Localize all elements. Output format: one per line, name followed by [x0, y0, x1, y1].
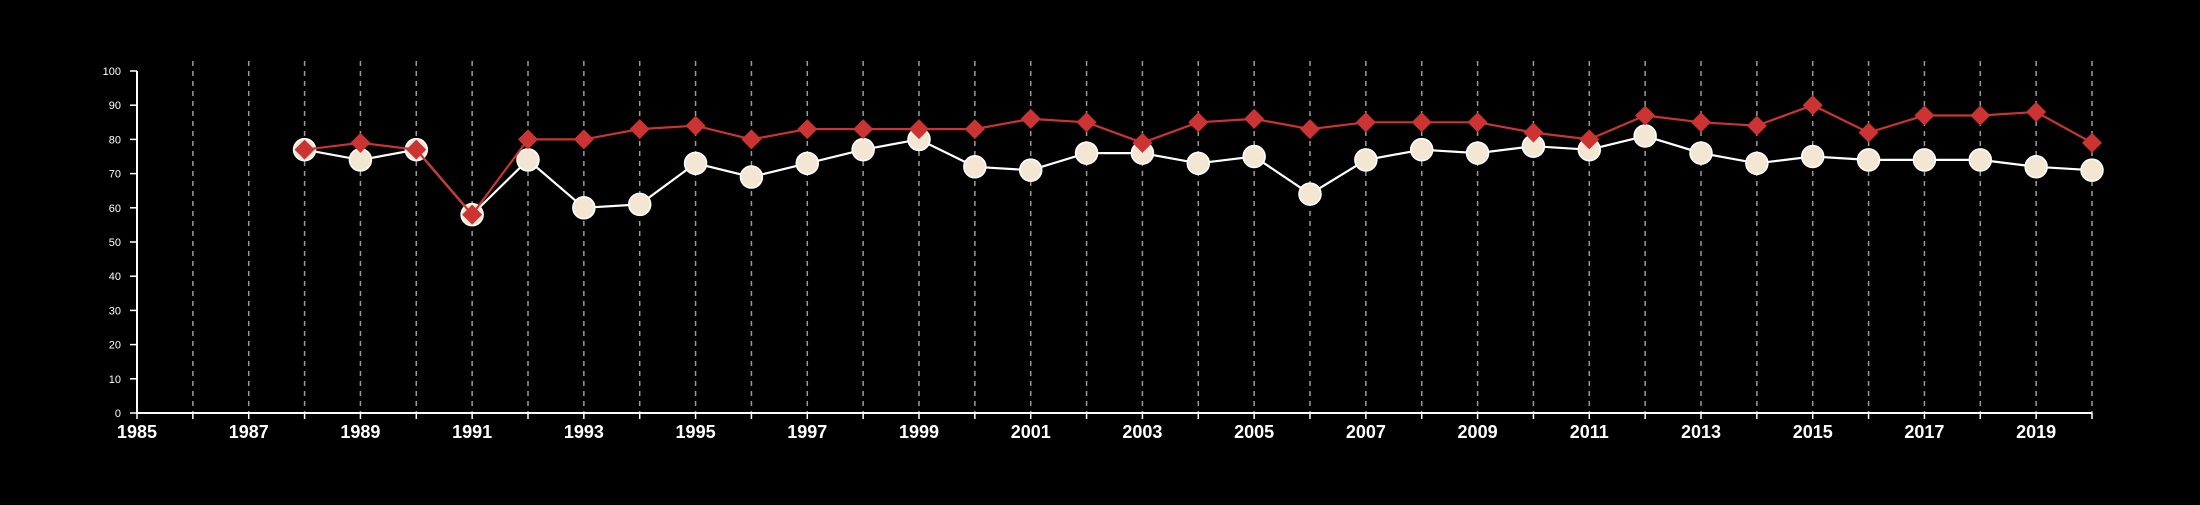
series-1-point-2007 — [1354, 148, 1378, 172]
x-tick-label-2017: 2017 — [1904, 422, 1944, 442]
x-tick-label-1995: 1995 — [676, 422, 716, 442]
series-1-point-2015 — [1800, 144, 1825, 169]
series-1-point-1996 — [739, 165, 764, 189]
series-2-point-2013 — [1691, 112, 1711, 133]
series-1-point-1993 — [572, 196, 596, 220]
x-tick-label-1989: 1989 — [340, 422, 380, 442]
series-2-point-2005 — [1244, 108, 1265, 129]
x-tick-label-1993: 1993 — [564, 422, 604, 442]
y-tick-label-30: 30 — [109, 305, 121, 317]
series-2-point-2000 — [964, 119, 985, 140]
series-2-point-2006 — [1300, 119, 1320, 140]
y-tick-label-90: 90 — [109, 100, 121, 112]
x-tick-label-2011: 2011 — [1570, 422, 1609, 442]
series-1-point-2005 — [1242, 144, 1266, 169]
series-2-point-1988 — [294, 139, 315, 160]
x-tick-label-2019: 2019 — [2016, 422, 2056, 442]
y-tick-label-10: 10 — [109, 374, 121, 386]
series-1-point-1994 — [627, 192, 652, 217]
series-2-point-1995 — [685, 115, 706, 136]
series-2-point-2010 — [1523, 122, 1544, 143]
series-2-point-2017 — [1914, 105, 1935, 126]
series-2-point-2018 — [1970, 105, 1991, 126]
series-1-point-2009 — [1465, 141, 1490, 165]
series-1-point-2002 — [1074, 141, 1099, 165]
x-tick-label-2015: 2015 — [1793, 422, 1833, 442]
series-2-point-2009 — [1467, 112, 1488, 133]
series-1-point-2017 — [1912, 148, 1937, 172]
series-1-point-2016 — [1856, 148, 1881, 172]
y-tick-label-40: 40 — [109, 271, 121, 283]
series-1-point-1998 — [851, 137, 875, 162]
x-tick-label-2013: 2013 — [1681, 422, 1721, 442]
x-tick-label-1991: 1991 — [452, 422, 492, 442]
y-tick-label-80: 80 — [109, 134, 121, 146]
series-1-point-2014 — [1745, 151, 1769, 176]
series-1-point-2004 — [1186, 151, 1211, 176]
series-2-point-2004 — [1188, 112, 1209, 133]
series-2-point-1997 — [797, 119, 818, 140]
x-tick-label-2005: 2005 — [1234, 422, 1274, 442]
series-1-point-2019 — [2024, 155, 2048, 179]
series-2-point-2016 — [1858, 122, 1879, 143]
series-1-point-2012 — [1633, 124, 1657, 148]
series-2-point-2020 — [2082, 132, 2102, 153]
x-tick-label-1999: 1999 — [899, 422, 939, 442]
gridlines — [192, 61, 2093, 413]
series-2-point-2012 — [1635, 105, 1656, 126]
series-1-point-2001 — [1018, 158, 1043, 182]
series-2-point-2014 — [1746, 115, 1767, 136]
y-tick-label-70: 70 — [109, 169, 121, 181]
series-2-point-2001 — [1020, 108, 1041, 129]
series-2-point-2011 — [1579, 129, 1600, 150]
series-1-point-2006 — [1298, 182, 1322, 206]
series-1-point-2018 — [1968, 148, 1993, 172]
x-tick-label-1985: 1985 — [117, 422, 157, 442]
series-1-point-2013 — [1689, 141, 1713, 165]
series-1-point-2020 — [2080, 158, 2104, 182]
series-2-point-2019 — [2026, 102, 2047, 123]
series-2-point-1991 — [462, 204, 483, 225]
x-tick-label-2009: 2009 — [1458, 422, 1498, 442]
series-2-point-1992 — [518, 129, 538, 150]
series-2-point-2008 — [1411, 112, 1432, 133]
series-1-point-1995 — [683, 151, 708, 176]
series-2-point-2002 — [1076, 112, 1097, 133]
series-2-point-2003 — [1132, 132, 1153, 153]
series-2-point-1989 — [350, 132, 371, 153]
series-group — [292, 95, 2104, 227]
series-1-point-2000 — [963, 155, 987, 179]
series-2-point-2007 — [1355, 112, 1376, 133]
y-tick-label-60: 60 — [109, 203, 121, 215]
x-tick-label-1997: 1997 — [787, 422, 827, 442]
series-2-point-1993 — [573, 129, 594, 150]
y-tick-label-50: 50 — [109, 237, 121, 249]
series-2-point-1998 — [853, 119, 874, 140]
y-tick-label-0: 0 — [115, 408, 121, 420]
axes: 0 10 20 30 40 50 60 70 80 90 100 1985 1987 1989 1991 19… — [103, 66, 2093, 442]
series-1-point-2008 — [1409, 137, 1434, 162]
series-2-point-2015 — [1802, 95, 1823, 116]
x-tick-label-2007: 2007 — [1346, 422, 1386, 442]
x-tick-label-1987: 1987 — [229, 422, 269, 442]
x-tick-label-2003: 2003 — [1122, 422, 1162, 442]
series-2-point-1990 — [406, 139, 427, 160]
series-1-point-1992 — [516, 148, 540, 172]
series-2-point-1999 — [909, 119, 929, 140]
y-tick-label-100: 100 — [103, 66, 121, 78]
x-tick-label-2001: 2001 — [1011, 422, 1051, 442]
series-1-point-1997 — [795, 151, 820, 176]
series-2-point-1996 — [741, 129, 762, 150]
series-2-point-1994 — [629, 119, 650, 140]
y-tick-label-20: 20 — [109, 340, 121, 352]
